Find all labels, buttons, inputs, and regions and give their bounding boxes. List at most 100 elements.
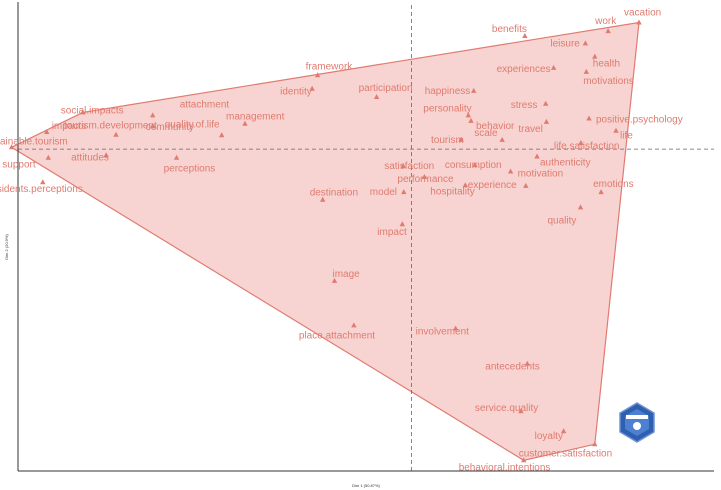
point-label: place.attachment [299, 330, 375, 341]
point-marker [103, 152, 109, 158]
point-label: behavioral.intentions [459, 462, 551, 473]
point-label: tourism [431, 135, 464, 146]
point-label: community [146, 122, 194, 133]
point-label: motivations [583, 76, 634, 87]
point-marker [400, 163, 406, 168]
point-label: involvement [416, 327, 470, 338]
point-marker [150, 112, 156, 118]
point-marker [242, 120, 248, 126]
point-marker [534, 153, 540, 159]
point-label: motivation [518, 169, 564, 180]
point-marker [522, 33, 528, 38]
point-marker [521, 457, 527, 463]
point-marker [219, 132, 225, 138]
x-axis-label: Dim 1 (50.87%) [352, 483, 380, 488]
point-label: management [226, 112, 285, 123]
point-marker [577, 204, 584, 210]
point-label: support [2, 160, 36, 171]
point-marker [543, 118, 550, 124]
point-marker [582, 40, 589, 46]
point-label: framework [306, 61, 354, 72]
point-label: quality [548, 215, 577, 226]
point-marker [578, 140, 584, 145]
point-label: experiences [497, 64, 551, 75]
point-marker [45, 154, 51, 160]
point-marker [471, 87, 477, 93]
point-marker [605, 28, 611, 34]
point-label: impact [377, 227, 407, 238]
point-label: satisfaction [384, 161, 434, 172]
point-marker [40, 179, 46, 185]
point-label: behavior [476, 121, 515, 132]
point-marker [44, 129, 50, 134]
point-label: stress [511, 100, 538, 111]
point-label: residents.perceptions [0, 184, 83, 195]
point-label: emotions [593, 179, 634, 190]
point-marker [465, 112, 471, 118]
point-label: vacation [624, 8, 661, 19]
point-label: performance [397, 174, 454, 185]
point-label: leisure [550, 38, 580, 49]
point-label: travel [518, 124, 542, 135]
point-marker [309, 85, 315, 91]
point-label: work [594, 16, 617, 27]
point-label: hospitality [430, 186, 474, 197]
point-marker [421, 174, 428, 179]
point-label: model [370, 187, 397, 198]
point-label: life.satisfaction [554, 141, 620, 152]
point-label: customer.satisfaction [519, 448, 612, 459]
point-marker [543, 100, 549, 106]
point-marker [314, 72, 321, 78]
point-marker [550, 64, 557, 70]
point-label: image [333, 269, 361, 280]
term-points: vacation work benefits leisure health experie… [0, 8, 683, 474]
point-label: identity [280, 87, 312, 98]
cluster-hull [10, 21, 640, 461]
point-label: attitudes [71, 152, 109, 163]
point-label: scale [474, 128, 498, 139]
point-label: benefits [492, 24, 527, 35]
point-marker [80, 109, 86, 115]
point-marker [507, 168, 514, 174]
point-label: social.impacts [61, 105, 124, 116]
point-marker [8, 144, 15, 150]
y-axis-label: Dim 2 (20.9%) [4, 234, 9, 260]
point-marker [592, 441, 598, 447]
logo-badge-icon [619, 402, 655, 443]
point-marker [499, 136, 505, 142]
point-label: antecedents [485, 362, 540, 373]
point-marker [331, 277, 338, 283]
point-label: health [593, 59, 620, 70]
point-label: attachment [180, 99, 230, 110]
point-marker [636, 19, 642, 25]
point-marker [472, 162, 478, 168]
point-label: experience [468, 180, 517, 191]
point-marker [458, 136, 464, 142]
point-marker [399, 221, 405, 227]
point-label: impacts [52, 121, 86, 132]
point-label: quality.of.life [165, 119, 220, 130]
point-marker [560, 428, 567, 434]
point-marker [373, 94, 380, 99]
point-label: destination [310, 188, 358, 199]
point-marker [150, 123, 156, 129]
point-label: loyalty [535, 431, 563, 442]
point-marker [452, 325, 459, 331]
point-marker [462, 182, 468, 188]
point-marker [320, 196, 326, 202]
point-label: positive.psychology [596, 115, 683, 126]
point-marker [523, 182, 529, 188]
point-label: consumption [445, 160, 502, 171]
point-marker [468, 117, 474, 123]
point-marker [598, 189, 604, 195]
point-label: happiness [425, 86, 471, 97]
point-label: personality [423, 103, 471, 114]
point-label: sustainable.tourism [0, 136, 68, 147]
point-marker [518, 408, 524, 414]
point-label: perceptions [164, 164, 216, 175]
point-marker [586, 115, 592, 121]
point-label: service.quality [475, 403, 538, 414]
point-marker [113, 131, 119, 137]
point-label: authenticity [540, 158, 591, 169]
